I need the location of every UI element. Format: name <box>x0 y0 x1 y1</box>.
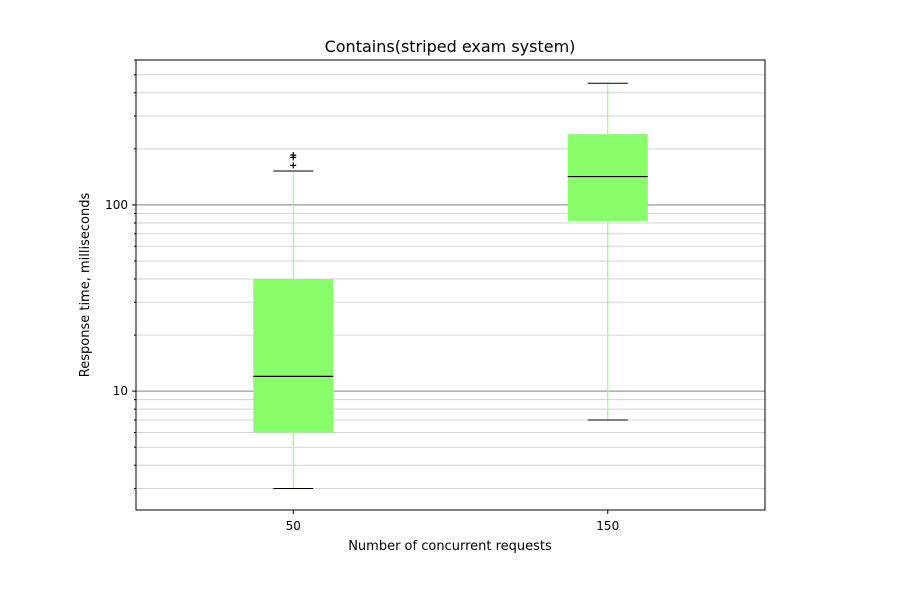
y-axis-label: Response time, milliseconds <box>78 193 93 378</box>
tick-layer: 10 100 50 150 <box>105 59 619 533</box>
y-tick-label: 100 <box>105 198 128 212</box>
box-group <box>253 152 334 490</box>
x-tick-label: 150 <box>596 519 619 533</box>
box-body <box>253 279 334 433</box>
plot-frame <box>135 59 766 511</box>
box-group <box>567 82 648 421</box>
y-tick-label: 10 <box>113 384 128 398</box>
box-body <box>567 134 648 221</box>
grid-layer <box>136 59 765 490</box>
flier-point <box>290 162 297 169</box>
chart-title: Contains(striped exam system) <box>325 37 576 56</box>
box-layer <box>253 82 648 490</box>
x-tick-label: 50 <box>286 519 301 533</box>
x-axis-label: Number of concurrent requests <box>348 539 552 554</box>
flier-point <box>290 152 297 159</box>
